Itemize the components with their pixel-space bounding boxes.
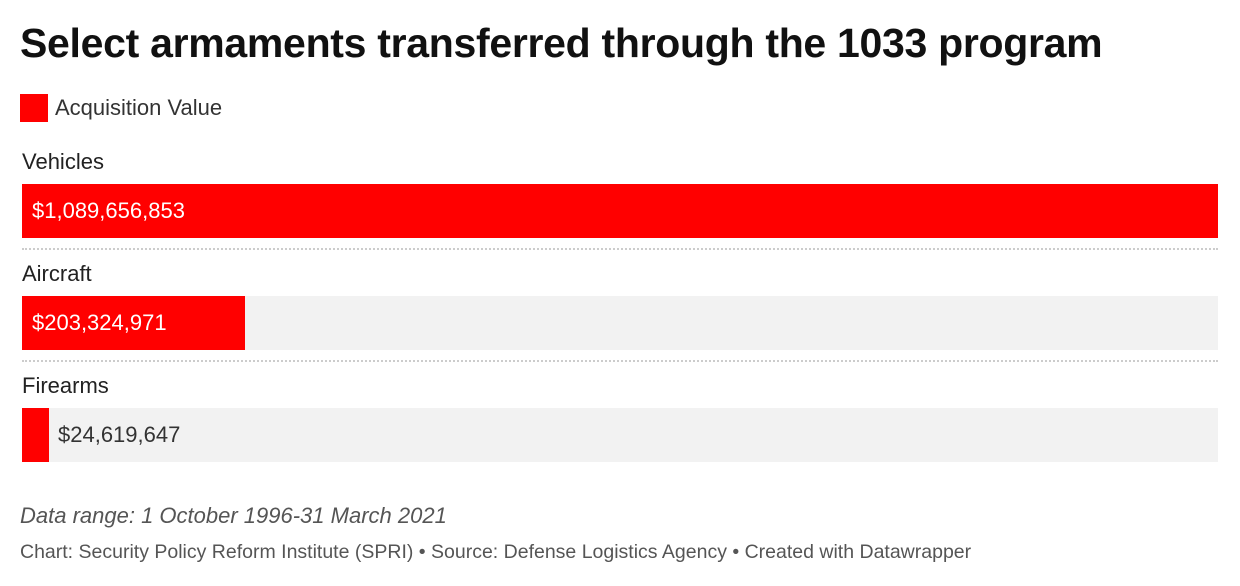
bar-track: $1,089,656,853: [22, 184, 1218, 238]
bar-category-label: Firearms: [22, 373, 109, 398]
legend: Acquisition Value: [20, 94, 222, 122]
legend-swatch: [20, 94, 48, 122]
legend-label: Acquisition Value: [55, 95, 223, 120]
bar-row: Firearms $24,619,647: [22, 372, 1218, 484]
chart-footer: Chart: Security Policy Reform Institute …: [20, 541, 972, 563]
bar-chart: Vehicles $1,089,656,853 Aircraft $203,324,9…: [22, 148, 1218, 484]
bar: [22, 184, 1218, 238]
row-divider: [22, 360, 1218, 362]
bar-category-label: Vehicles: [22, 149, 104, 174]
chart-notes: Data range: 1 October 1996-31 March 2021: [20, 503, 447, 528]
bar-value-label: $24,619,647: [58, 422, 181, 447]
bar-row: Aircraft $203,324,971: [22, 260, 1218, 372]
bar-value-label: $203,324,971: [32, 310, 167, 335]
row-divider: [22, 248, 1218, 250]
bar-track: $24,619,647: [22, 408, 1218, 462]
bar-category-label: Aircraft: [22, 261, 92, 286]
chart-title: Select armaments transferred through the…: [20, 20, 1103, 66]
bar-value-label: $1,089,656,853: [32, 198, 185, 223]
bar: [22, 296, 245, 350]
bar-row: Vehicles $1,089,656,853: [22, 148, 1218, 260]
bar: [22, 408, 49, 462]
bar-track: $203,324,971: [22, 296, 1218, 350]
